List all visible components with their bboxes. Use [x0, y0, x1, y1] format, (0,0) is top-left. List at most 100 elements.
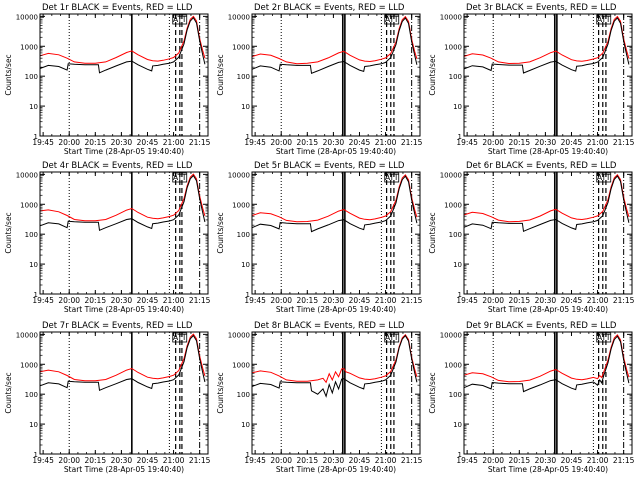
y-tick-label: 10: [29, 421, 38, 429]
att-annotation: ATT: [597, 15, 611, 24]
x-axis-label: Start Time (28-Apr-05 19:40:40): [64, 147, 184, 156]
panel-title: Det 9r BLACK = Events, RED = LLD: [466, 321, 617, 331]
y-axis-label: Counts/sec: [428, 54, 437, 95]
series-line-lld: [463, 15, 630, 65]
x-tick-label: 20:00: [58, 296, 80, 305]
y-tick-label: 100: [25, 73, 38, 81]
plot-frame: [251, 13, 421, 137]
att-annotation: ATT: [173, 173, 187, 182]
x-tick-label: 20:00: [270, 456, 292, 465]
x-tick-label: 21:00: [163, 138, 185, 147]
y-tick-label: 1000: [444, 361, 462, 369]
y-tick-label: 1000: [232, 43, 250, 51]
x-tick-label: 19:45: [456, 456, 478, 465]
panel-title: Det 5r BLACK = Events, RED = LLD: [254, 161, 405, 171]
x-tick-label: 20:30: [535, 296, 557, 305]
panel-title: Det 3r BLACK = Events, RED = LLD: [466, 3, 617, 13]
att-box: [172, 14, 188, 25]
plot-frame: [463, 13, 633, 137]
x-tick-label: 21:00: [587, 138, 609, 147]
y-tick-label: 10000: [440, 331, 462, 339]
y-tick-label: 100: [237, 73, 250, 81]
plot-frame: [463, 331, 633, 455]
y-tick-label: 10000: [440, 13, 462, 21]
x-axis-label: Start Time (28-Apr-05 19:40:40): [64, 305, 184, 314]
y-tick-label: 1000: [444, 43, 462, 51]
x-tick-label: 20:45: [137, 296, 159, 305]
panel-det-4: Det 4r BLACK = Events, RED = LLD Counts/s…: [4, 161, 211, 314]
att-box: [596, 172, 612, 183]
x-axis-label: Start Time (28-Apr-05 19:40:40): [276, 465, 396, 474]
x-tick-label: 20:45: [561, 296, 583, 305]
y-tick-label: 10: [453, 261, 462, 269]
x-tick-label: 20:45: [561, 138, 583, 147]
panel-det-1: Det 1r BLACK = Events, RED = LLD Counts/s…: [4, 3, 211, 156]
y-tick-label: 10: [241, 421, 250, 429]
series-line-lld: [463, 174, 630, 223]
x-tick-label: 19:45: [244, 456, 266, 465]
panel-title: Det 7r BLACK = Events, RED = LLD: [42, 321, 193, 331]
panel-grid: Det 1r BLACK = Events, RED = LLD Counts/s…: [4, 3, 635, 474]
att-box: [596, 332, 612, 343]
att-annotation: ATT: [385, 15, 399, 24]
x-tick-label: 21:15: [189, 456, 211, 465]
x-tick-label: 20:00: [58, 456, 80, 465]
y-tick-label: 1: [246, 451, 250, 459]
x-tick-label: 20:00: [482, 296, 504, 305]
series-line-events: [251, 334, 418, 398]
x-tick-label: 21:00: [375, 296, 397, 305]
x-axis-label: Start Time (28-Apr-05 19:40:40): [488, 465, 608, 474]
x-tick-label: 20:30: [111, 296, 133, 305]
x-tick-label: 19:45: [32, 456, 54, 465]
x-axis-label: Start Time (28-Apr-05 19:40:40): [276, 305, 396, 314]
y-tick-label: 10000: [16, 13, 38, 21]
series-line-events: [251, 17, 418, 74]
x-tick-label: 20:30: [111, 456, 133, 465]
y-tick-label: 1: [246, 291, 250, 299]
x-tick-label: 21:15: [189, 138, 211, 147]
series-line-lld: [39, 173, 206, 222]
x-tick-label: 20:00: [482, 138, 504, 147]
x-tick-label: 20:00: [482, 456, 504, 465]
y-tick-label: 10: [241, 261, 250, 269]
att-box: [172, 172, 188, 183]
y-axis-label: Counts/sec: [428, 372, 437, 413]
plot-frame: [39, 331, 209, 455]
y-tick-label: 10: [241, 103, 250, 111]
y-axis-label: Counts/sec: [4, 212, 13, 253]
series-line-events: [39, 174, 206, 232]
y-tick-label: 1: [458, 451, 462, 459]
x-tick-label: 20:30: [111, 138, 133, 147]
y-tick-label: 1000: [20, 361, 38, 369]
x-tick-label: 21:15: [189, 296, 211, 305]
y-tick-label: 100: [237, 231, 250, 239]
y-axis-label: Counts/sec: [216, 54, 225, 95]
x-tick-label: 21:00: [375, 138, 397, 147]
x-tick-label: 21:00: [375, 456, 397, 465]
x-tick-label: 21:00: [163, 296, 185, 305]
y-tick-label: 1: [458, 291, 462, 299]
x-tick-label: 20:30: [535, 138, 557, 147]
panel-det-7: Det 7r BLACK = Events, RED = LLD Counts/s…: [4, 321, 211, 474]
panel-title: Det 8r BLACK = Events, RED = LLD: [254, 321, 405, 331]
x-tick-label: 21:15: [613, 138, 635, 147]
y-tick-label: 1: [34, 133, 38, 141]
y-axis-label: Counts/sec: [428, 212, 437, 253]
x-tick-label: 20:30: [535, 456, 557, 465]
att-annotation: ATT: [173, 333, 187, 342]
x-tick-label: 20:00: [270, 296, 292, 305]
y-tick-label: 1000: [232, 201, 250, 209]
x-tick-label: 20:00: [58, 138, 80, 147]
att-box: [384, 172, 400, 183]
y-axis-label: Counts/sec: [216, 372, 225, 413]
y-tick-label: 1: [246, 133, 250, 141]
y-tick-label: 100: [25, 231, 38, 239]
att-annotation: ATT: [597, 333, 611, 342]
y-tick-label: 100: [449, 73, 462, 81]
att-box: [596, 14, 612, 25]
y-tick-label: 100: [237, 391, 250, 399]
series-line-events: [463, 175, 630, 233]
x-tick-label: 21:00: [587, 296, 609, 305]
x-tick-label: 20:15: [296, 296, 318, 305]
